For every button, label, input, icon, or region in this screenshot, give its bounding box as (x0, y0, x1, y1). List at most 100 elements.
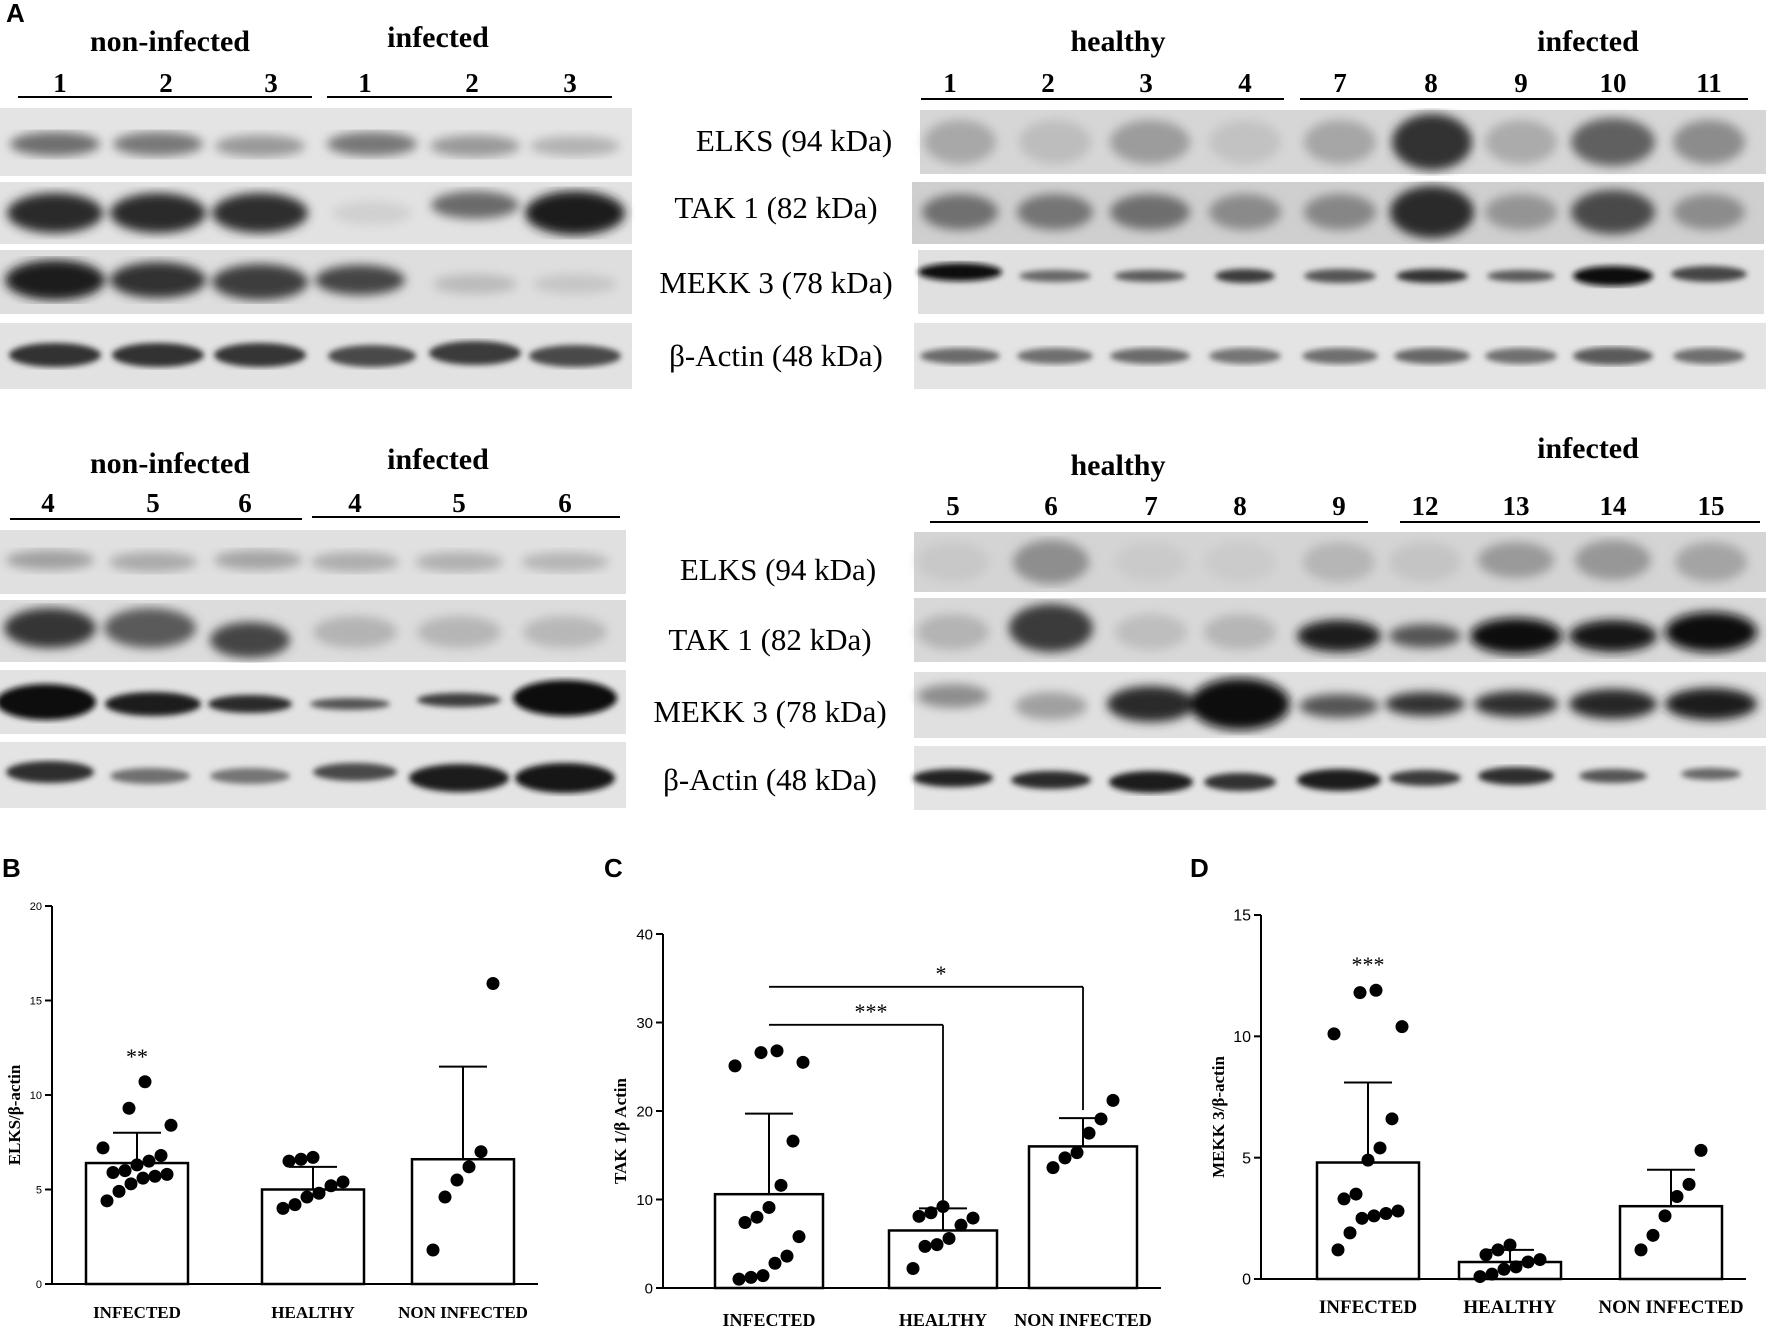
blot-strip-tak1 (0, 182, 632, 244)
lane-label: 5 (452, 488, 466, 518)
panel-letter-d: D (1190, 853, 1209, 883)
data-point (306, 1150, 320, 1164)
lane-label: 14 (1600, 491, 1627, 521)
lane-label: 6 (238, 488, 252, 518)
bar (1027, 1145, 1139, 1290)
data-point (1485, 1267, 1499, 1281)
lane-label: 10 (1600, 68, 1627, 98)
data-point (1473, 1270, 1487, 1284)
blot-strip-mekk3 (918, 250, 1764, 314)
y-tick-label: 10 (636, 1192, 653, 1209)
data-point (1479, 1248, 1493, 1262)
data-point (786, 1134, 800, 1148)
data-point (1106, 1093, 1120, 1107)
y-tick-label: 0 (1242, 1272, 1251, 1289)
data-point (732, 1272, 746, 1286)
blot-strip-actin (914, 323, 1766, 389)
data-point (1395, 1020, 1409, 1034)
data-point (1353, 986, 1367, 1000)
data-point (918, 1239, 932, 1253)
group-label-non-infected: non-infected (90, 25, 250, 58)
data-point (426, 1243, 440, 1257)
lane-label: 11 (1696, 68, 1722, 98)
data-point (1497, 1262, 1511, 1276)
data-point (954, 1218, 968, 1232)
y-tick-label: 10 (30, 1090, 42, 1102)
data-point (148, 1169, 162, 1183)
category-label: HEALTHY (271, 1303, 354, 1322)
lane-label: 7 (1144, 491, 1158, 521)
lane-label: 3 (1139, 68, 1153, 98)
data-point (136, 1171, 150, 1185)
data-point (1521, 1255, 1535, 1269)
data-point (1343, 1226, 1357, 1240)
data-point (1369, 983, 1383, 997)
category-label: INFECTED (93, 1303, 181, 1322)
category-label: NON INFECTED (1598, 1297, 1743, 1318)
protein-label-actin: β-Actin (48 kDa) (669, 338, 883, 373)
blot-bottom-right: healthy infected 5 6 7 8 9 12 13 14 15 (913, 432, 1766, 810)
protein-label-elks: ELKS (94 kDa) (696, 123, 892, 158)
lane-label: 13 (1503, 491, 1530, 521)
chart-elks: 0 5 10 15 20 ELKS/β-actin INFECTED ** HEALTHY NON… (5, 901, 538, 1322)
lane-label: 6 (558, 488, 572, 518)
lane-label: 8 (1424, 68, 1438, 98)
data-point (728, 1059, 742, 1073)
lane-label: 9 (1514, 68, 1528, 98)
data-point (1634, 1243, 1648, 1257)
blot-strip-tak1 (914, 598, 1766, 662)
data-point (96, 1141, 110, 1155)
blot-top-left: non-infected infected 1 2 3 1 2 3 (0, 21, 632, 389)
data-point (1046, 1161, 1060, 1175)
group-label-non-infected: non-infected (90, 447, 250, 480)
data-point (106, 1165, 120, 1179)
data-point (288, 1198, 302, 1212)
data-point (1379, 1206, 1393, 1220)
y-axis-label: MEKK 3/β-actin (1209, 1056, 1228, 1178)
data-point (100, 1194, 114, 1208)
data-point (1331, 1243, 1345, 1257)
category-label: NON INFECTED (1014, 1310, 1152, 1329)
data-point (112, 1184, 126, 1198)
blot-strip-actin (0, 323, 632, 389)
data-point (1082, 1126, 1096, 1140)
protein-label-tak1: TAK 1 (82 kDa) (674, 190, 877, 225)
data-point (1658, 1209, 1672, 1223)
data-point (1682, 1177, 1696, 1191)
data-point (754, 1046, 768, 1060)
group-label-infected: infected (387, 443, 489, 476)
blot-strip-tak1 (912, 182, 1764, 244)
blot-strip-elks (0, 108, 632, 176)
data-point (336, 1175, 350, 1189)
group-label-healthy: healthy (1070, 25, 1165, 58)
data-point (1361, 1153, 1375, 1167)
blot-strip-actin (913, 746, 1766, 810)
data-point (1337, 1192, 1351, 1206)
y-tick-label: 20 (636, 1103, 653, 1120)
protein-label-mekk3: MEKK 3 (78 kDa) (659, 265, 892, 300)
chart-mekk3: 0 5 10 15 MEKK 3/β-actin INFECTED *** HEALTHY NO… (1209, 908, 1746, 1318)
data-point (762, 1200, 776, 1214)
lane-label: 7 (1333, 68, 1347, 98)
lane-label: 5 (146, 488, 160, 518)
protein-label-actin: β-Actin (48 kDa) (663, 762, 877, 797)
data-point (1385, 1112, 1399, 1126)
data-point (1509, 1260, 1523, 1274)
lane-label: 8 (1233, 491, 1247, 521)
significance-label: *** (855, 999, 888, 1024)
lane-label: 6 (1044, 491, 1058, 521)
protein-label-mekk3: MEKK 3 (78 kDa) (653, 694, 886, 729)
data-point (930, 1238, 944, 1252)
data-point (1646, 1228, 1660, 1242)
data-point (906, 1262, 920, 1276)
y-tick-label: 5 (36, 1184, 42, 1196)
blot-strip-mekk3 (0, 250, 632, 314)
panel-letter-c: C (604, 853, 623, 883)
blot-bottom-left: non-infected infected 4 5 6 4 5 6 (0, 443, 626, 808)
data-point (282, 1154, 296, 1168)
group-label-healthy: healthy (1070, 449, 1165, 482)
data-point (738, 1216, 752, 1230)
group-label-infected: infected (1537, 25, 1639, 58)
category-label: INFECTED (1319, 1297, 1417, 1318)
lane-label: 4 (41, 488, 55, 518)
